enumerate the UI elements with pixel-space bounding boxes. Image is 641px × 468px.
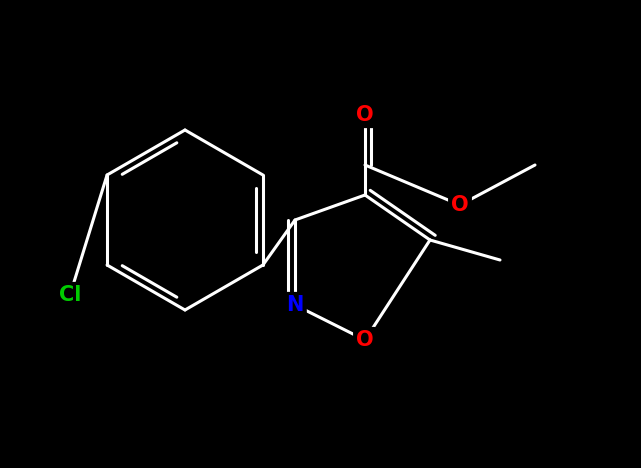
Text: O: O [356,105,374,125]
Text: O: O [356,330,374,350]
Text: O: O [451,195,469,215]
Text: N: N [287,295,304,315]
Text: Cl: Cl [59,285,81,305]
